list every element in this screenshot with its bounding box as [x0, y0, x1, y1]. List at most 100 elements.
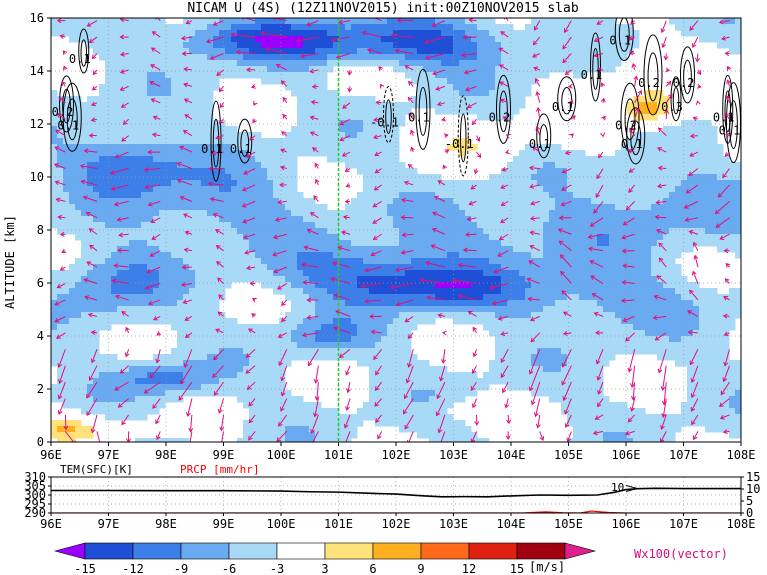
u-cell — [297, 270, 304, 277]
u-cell — [321, 138, 328, 145]
u-cell — [369, 192, 376, 199]
u-cell — [219, 270, 226, 277]
u-cell — [483, 60, 490, 67]
u-cell — [555, 294, 562, 301]
u-cell — [207, 78, 214, 85]
u-cell — [393, 330, 400, 337]
u-cell — [387, 180, 394, 187]
u-cell — [165, 132, 172, 139]
u-cell — [135, 186, 142, 193]
u-cell — [291, 216, 298, 223]
u-cell — [171, 252, 178, 259]
u-cell — [567, 282, 574, 289]
u-cell — [303, 276, 310, 283]
u-cell — [147, 84, 154, 91]
u-cell — [105, 378, 112, 385]
u-cell — [171, 144, 178, 151]
u-cell — [123, 294, 130, 301]
u-cell — [495, 78, 502, 85]
u-cell — [513, 276, 520, 283]
u-cell — [363, 216, 370, 223]
u-cell — [69, 24, 76, 31]
u-cell — [195, 312, 202, 319]
u-cell — [543, 150, 550, 157]
u-cell — [381, 336, 388, 343]
u-cell — [507, 360, 514, 367]
u-cell — [75, 306, 82, 313]
u-cell — [327, 42, 334, 49]
u-cell — [549, 180, 556, 187]
u-cell — [129, 360, 136, 367]
u-cell — [249, 396, 256, 403]
u-cell — [243, 138, 250, 145]
u-cell — [165, 120, 172, 127]
u-cell — [471, 198, 478, 205]
u-cell — [459, 372, 466, 379]
u-cell — [489, 72, 496, 79]
u-cell — [63, 288, 70, 295]
u-cell — [501, 312, 508, 319]
u-cell — [429, 420, 436, 427]
u-cell — [243, 246, 250, 253]
u-cell — [387, 24, 394, 31]
u-cell — [357, 54, 364, 61]
u-cell — [357, 228, 364, 235]
u-cell — [87, 384, 94, 391]
u-cell — [423, 240, 430, 247]
u-cell — [99, 402, 106, 409]
u-cell — [261, 156, 268, 163]
u-cell — [489, 246, 496, 253]
u-cell — [411, 276, 418, 283]
u-cell — [267, 408, 274, 415]
u-cell — [471, 96, 478, 103]
u-cell — [123, 270, 130, 277]
u-cell — [531, 198, 538, 205]
u-cell — [243, 420, 250, 427]
u-cell — [519, 210, 526, 217]
u-cell — [135, 360, 142, 367]
u-cell — [87, 108, 94, 115]
u-cell — [321, 324, 328, 331]
u-cell — [75, 36, 82, 43]
u-cell — [195, 42, 202, 49]
u-cell — [261, 234, 268, 241]
u-cell — [147, 36, 154, 43]
u-cell — [363, 162, 370, 169]
u-cell — [117, 252, 124, 259]
u-cell — [129, 228, 136, 235]
u-cell — [165, 192, 172, 199]
u-cell — [495, 174, 502, 181]
u-cell — [513, 102, 520, 109]
u-cell — [69, 342, 76, 349]
u-cell — [429, 306, 436, 313]
u-cell — [231, 384, 238, 391]
u-cell — [255, 420, 262, 427]
u-cell — [483, 234, 490, 241]
u-cell — [411, 18, 418, 25]
u-cell — [237, 162, 244, 169]
u-cell — [525, 90, 532, 97]
u-cell — [381, 306, 388, 313]
u-cell — [531, 348, 538, 355]
u-cell — [585, 228, 592, 235]
u-cell — [93, 366, 100, 373]
u-cell — [267, 150, 274, 157]
u-cell — [351, 264, 358, 271]
u-cell — [363, 102, 370, 109]
u-cell — [441, 78, 448, 85]
u-cell — [477, 102, 484, 109]
u-cell — [147, 42, 154, 49]
u-cell — [207, 150, 214, 157]
u-cell — [369, 246, 376, 253]
u-cell — [177, 60, 184, 67]
u-cell — [57, 324, 64, 331]
u-cell — [273, 150, 280, 157]
u-cell — [153, 24, 160, 31]
u-cell — [153, 78, 160, 85]
u-cell — [423, 378, 430, 385]
u-cell — [117, 240, 124, 247]
u-cell — [465, 210, 472, 217]
u-cell — [99, 102, 106, 109]
u-cell — [339, 312, 346, 319]
u-cell — [357, 144, 364, 151]
